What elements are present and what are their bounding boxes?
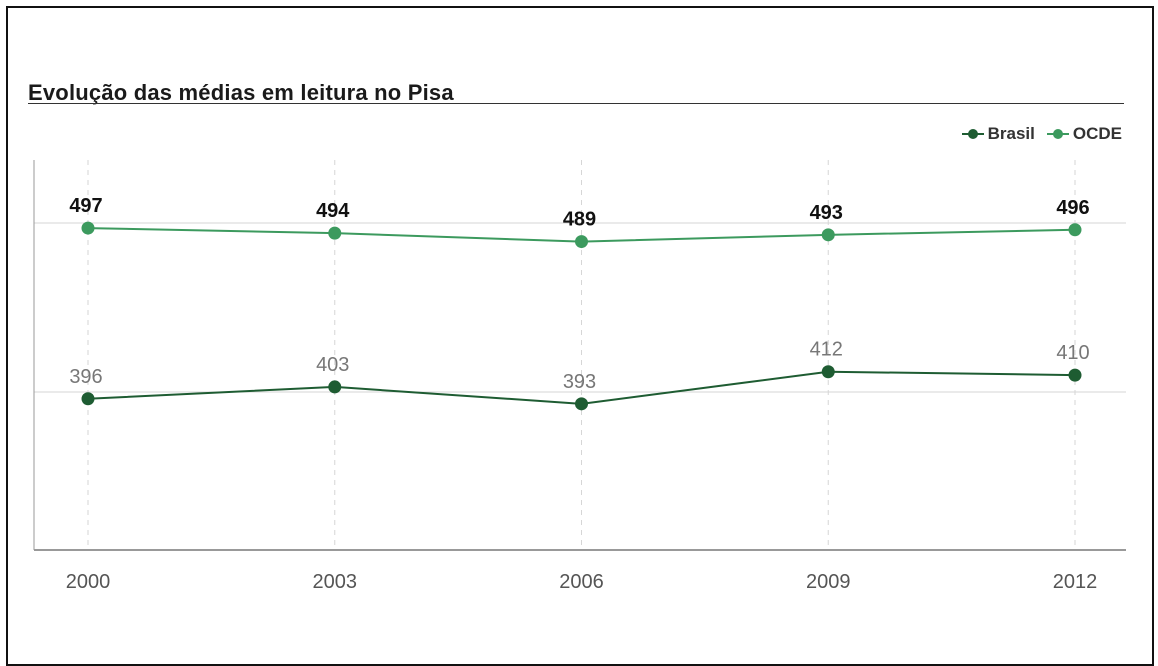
x-tick-label-2000: 2000 (66, 571, 111, 593)
data-point-brasil-2000 (81, 392, 95, 406)
x-tick-label-2009: 2009 (806, 571, 851, 593)
data-point-brasil-2003 (328, 380, 342, 394)
data-point-brasil-2012 (1068, 368, 1082, 382)
data-point-ocde-2003 (328, 226, 342, 240)
data-label-brasil-2012: 410 (1056, 342, 1089, 364)
chart-frame (6, 6, 1154, 666)
data-point-ocde-2006 (575, 235, 588, 249)
data-label-ocde-2009: 493 (810, 202, 843, 224)
x-tick-label-2012: 2012 (1053, 571, 1098, 593)
legend-item-brasil: Brasil (961, 124, 1035, 144)
data-point-brasil-2009 (821, 365, 835, 379)
data-point-ocde-2000 (81, 221, 95, 235)
data-point-ocde-2009 (821, 228, 835, 242)
data-label-ocde-2012: 496 (1056, 197, 1089, 219)
legend-item-ocde: OCDE (1046, 124, 1122, 144)
data-label-ocde-2006: 489 (563, 209, 596, 231)
chart-title: Evolução das médias em leitura no Pisa (28, 80, 454, 105)
data-point-brasil-2006 (575, 397, 588, 411)
title-divider (28, 103, 1124, 104)
legend-swatch-ocde (1046, 128, 1069, 140)
x-tick-label-2003: 2003 (313, 571, 358, 593)
data-label-brasil-2000: 396 (69, 366, 102, 388)
x-tick-label-2006: 2006 (559, 571, 604, 593)
legend: Brasil OCDE (961, 124, 1122, 144)
data-label-ocde-2003: 494 (316, 200, 350, 222)
legend-label-ocde: OCDE (1072, 124, 1122, 143)
data-label-brasil-2009: 412 (810, 339, 843, 361)
data-label-brasil-2003: 403 (316, 354, 349, 376)
legend-swatch-brasil (961, 128, 984, 140)
data-label-brasil-2006: 393 (563, 371, 596, 393)
legend-label-brasil: Brasil (987, 124, 1035, 143)
data-point-ocde-2012 (1068, 223, 1082, 237)
data-label-ocde-2000: 497 (69, 195, 102, 217)
